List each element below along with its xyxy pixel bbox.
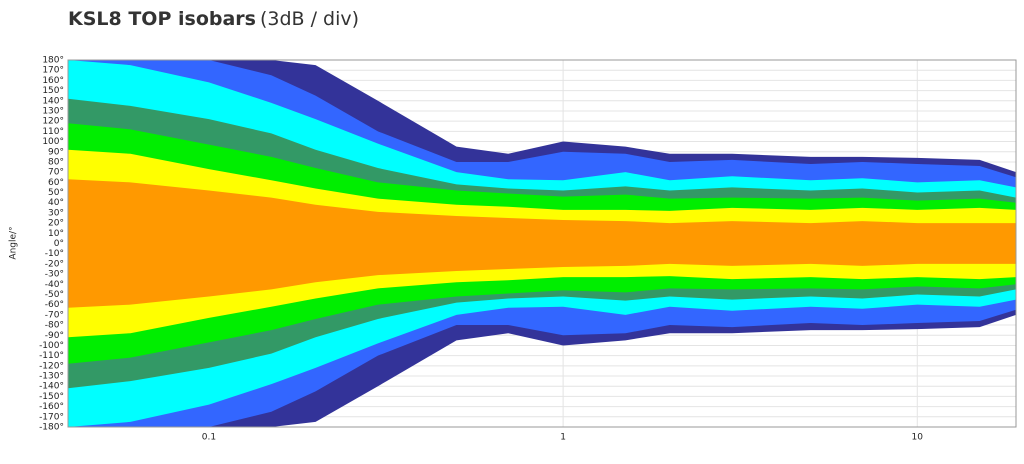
isobar-band-lower <box>68 243 1016 308</box>
y-tick-label: 170° <box>42 66 64 76</box>
y-tick-label: 180° <box>42 56 64 66</box>
y-tick-label: 140° <box>42 96 64 106</box>
isobar-bands <box>68 60 1016 427</box>
y-tick-label: -50° <box>45 290 64 300</box>
y-tick-label: -90° <box>45 331 64 341</box>
plot-area <box>67 59 1017 428</box>
y-tick-label: 160° <box>42 76 64 86</box>
title-sub: (3dB / div) <box>260 8 359 30</box>
y-tick-label: -110° <box>39 351 64 361</box>
x-tick-label: 0.1 <box>202 433 216 443</box>
y-tick-label: -30° <box>45 270 64 280</box>
isobar-band-upper <box>68 179 1016 244</box>
y-tick-label: 100° <box>42 137 64 147</box>
y-tick-label: 120° <box>42 117 64 127</box>
y-tick-label: 80° <box>48 157 64 167</box>
y-tick-label: 10° <box>48 229 64 239</box>
chart-title: KSL8 TOP isobars (3dB / div) <box>68 8 359 30</box>
y-tick-label: 0° <box>54 239 64 249</box>
y-tick-label: -160° <box>39 402 64 412</box>
y-tick-label: -70° <box>45 310 64 320</box>
y-tick-label: -60° <box>45 300 64 310</box>
y-tick-label: 70° <box>48 168 64 178</box>
y-tick-label: 50° <box>48 188 64 198</box>
y-tick-label: 60° <box>48 178 64 188</box>
title-main: KSL8 TOP isobars <box>68 8 256 30</box>
y-tick-label: -170° <box>39 412 64 422</box>
y-tick-label: 110° <box>42 127 64 137</box>
y-tick-label: -80° <box>45 321 64 331</box>
x-tick-label: 1 <box>560 433 566 443</box>
plot-frame <box>67 59 1017 428</box>
y-tick-label: 20° <box>48 219 64 229</box>
y-tick-label: 90° <box>48 147 64 157</box>
y-axis-label: Angle/° <box>9 226 19 259</box>
y-tick-label: -130° <box>39 372 64 382</box>
y-tick-label: -150° <box>39 392 64 402</box>
x-tick-label: 10 <box>912 433 924 443</box>
y-tick-label: 130° <box>42 106 64 116</box>
y-tick-label: 40° <box>48 198 64 208</box>
y-tick-label: -180° <box>39 423 64 433</box>
y-tick-label: -120° <box>39 361 64 371</box>
y-tick-label: -10° <box>45 249 64 259</box>
y-tick-label: 30° <box>48 208 64 218</box>
y-tick-label: -20° <box>45 259 64 269</box>
y-tick-label: -140° <box>39 382 64 392</box>
y-tick-label: 150° <box>42 86 64 96</box>
y-tick-label: -40° <box>45 280 64 290</box>
y-tick-label: -100° <box>39 341 64 351</box>
